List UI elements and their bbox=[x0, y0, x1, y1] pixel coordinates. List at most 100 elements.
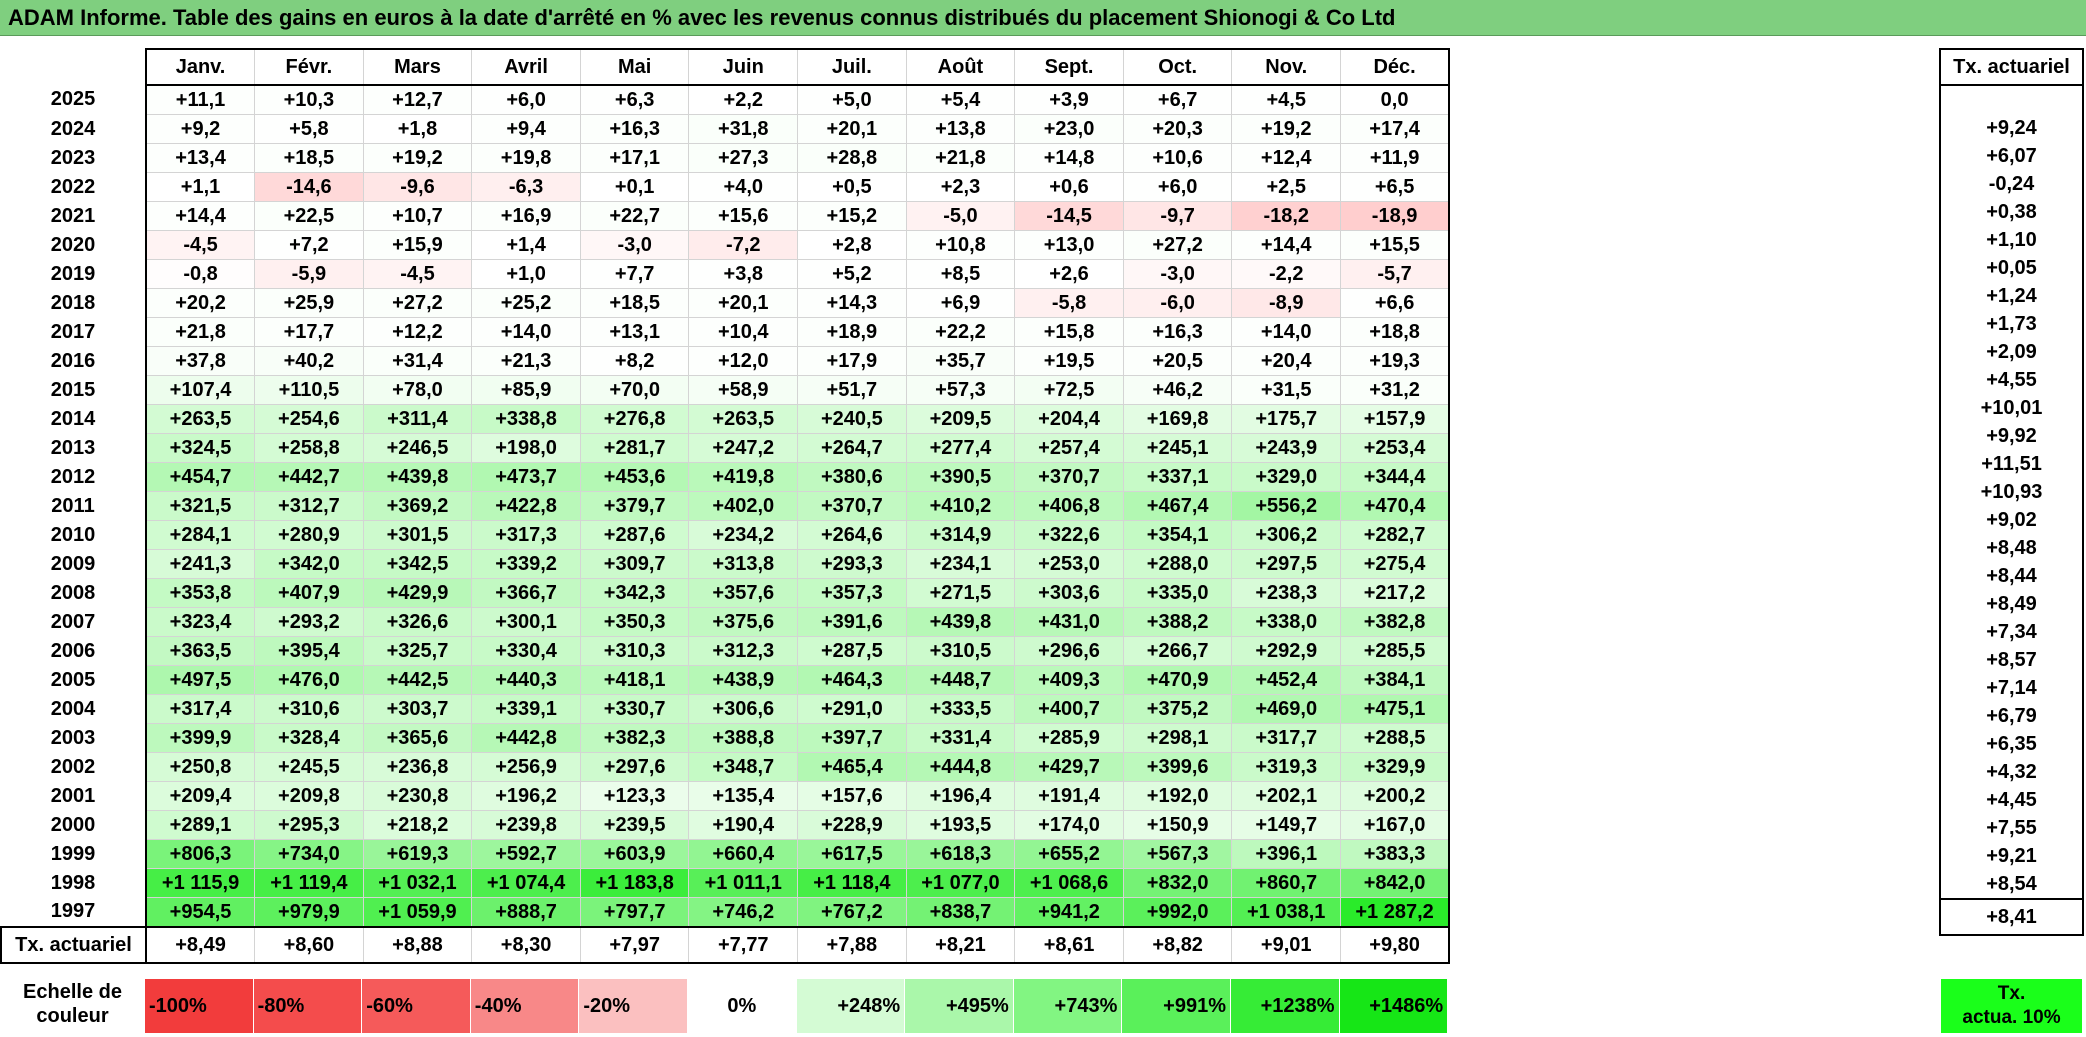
table-corner bbox=[1, 49, 147, 85]
gain-cell: +365,6 bbox=[362, 723, 473, 753]
gain-cell: +27,2 bbox=[362, 288, 473, 318]
overall-rate-cell: +8,41 bbox=[1939, 898, 2084, 936]
gain-cell: -6,3 bbox=[471, 172, 581, 202]
table-row: 2006 +363,5 +395,4 +325,7 +330,4 +310,3 +312,3… bbox=[1, 636, 1451, 666]
gain-cell: +292,9 bbox=[1231, 636, 1342, 666]
rate-row: +11,51 bbox=[1939, 450, 2084, 478]
gain-cell: +335,0 bbox=[1122, 578, 1233, 608]
gain-cell: +10,3 bbox=[254, 84, 364, 115]
gain-cell: +200,2 bbox=[1340, 781, 1451, 811]
gain-cell: +448,7 bbox=[905, 665, 1016, 695]
gain-cell: +618,3 bbox=[905, 839, 1016, 869]
gain-cell: +363,5 bbox=[145, 636, 256, 666]
gain-cell: +429,9 bbox=[362, 578, 473, 608]
gain-cell: +399,6 bbox=[1122, 752, 1233, 782]
gain-cell: +246,5 bbox=[362, 433, 473, 463]
rate-cell: +0,38 bbox=[1939, 198, 2084, 226]
table-row: 2019 -0,8 -5,9 -4,5 +1,0 +7,7 +3,8 +5,2 +8,5 +2,6… bbox=[1, 259, 1451, 289]
row-year: 2016 bbox=[1, 346, 147, 376]
gain-cell: +297,6 bbox=[579, 752, 690, 782]
month-header: Mai bbox=[579, 48, 690, 86]
gain-cell: +329,9 bbox=[1340, 752, 1451, 782]
gain-cell: +1 038,1 bbox=[1231, 897, 1342, 928]
gain-cell: +135,4 bbox=[688, 781, 799, 811]
footer-label: Tx. actuariel bbox=[0, 926, 147, 964]
gain-cell: +196,2 bbox=[471, 781, 581, 811]
color-scale-legend: Echelle de couleur -100% -80% -60% -40% -20%… bbox=[0, 975, 1908, 1033]
rate-row: +7,14 bbox=[1939, 674, 2084, 702]
rate-row: +10,01 bbox=[1939, 394, 2084, 422]
row-year: 2018 bbox=[1, 288, 147, 318]
gain-cell: +18,5 bbox=[579, 288, 690, 318]
gain-cell: +888,7 bbox=[471, 897, 581, 928]
row-year: 2013 bbox=[1, 433, 147, 463]
rate-table: Tx. actuariel +9,24 +6,07 -0,24 +0,38 +1,10 +0… bbox=[1939, 48, 2084, 936]
rate-row: +1,73 bbox=[1939, 310, 2084, 338]
gain-cell: +263,5 bbox=[688, 404, 799, 434]
gain-cell: +257,4 bbox=[1014, 433, 1124, 463]
gain-cell: +310,3 bbox=[579, 636, 690, 666]
gain-cell: +603,9 bbox=[579, 839, 690, 869]
rate-cell: +8,48 bbox=[1939, 534, 2084, 562]
gain-cell: +13,0 bbox=[1014, 230, 1124, 260]
gain-cell: +301,5 bbox=[362, 520, 473, 550]
table-row: 2025 +11,1 +10,3 +12,7 +6,0 +6,3 +2,2 +5,0 +5,4 +… bbox=[1, 84, 1451, 115]
gain-cell: +1 115,9 bbox=[145, 868, 256, 898]
table-row: 2013 +324,5 +258,8 +246,5 +198,0 +281,7 +247,2… bbox=[1, 433, 1451, 463]
gain-cell: +12,4 bbox=[1231, 143, 1342, 173]
gain-cell: +2,3 bbox=[905, 172, 1016, 202]
row-year: 2015 bbox=[1, 375, 147, 405]
month-header: Avril bbox=[471, 48, 581, 86]
rate-row: +6,07 bbox=[1939, 142, 2084, 170]
row-year: 1998 bbox=[1, 868, 147, 898]
gain-cell: +832,0 bbox=[1122, 868, 1233, 898]
gain-cell: +6,5 bbox=[1340, 172, 1451, 202]
gain-cell: +418,1 bbox=[579, 665, 690, 695]
gain-cell: +6,0 bbox=[471, 84, 581, 115]
table-row: 2017 +21,8 +17,7 +12,2 +14,0 +13,1 +10,4 +18,9 +… bbox=[1, 317, 1451, 347]
gain-cell: +8,5 bbox=[905, 259, 1016, 289]
gain-cell: +452,4 bbox=[1231, 665, 1342, 695]
gain-cell: -14,5 bbox=[1014, 201, 1124, 231]
gain-cell: +35,7 bbox=[905, 346, 1016, 376]
gain-cell: +439,8 bbox=[905, 607, 1016, 637]
rate-row: +8,49 bbox=[1939, 590, 2084, 618]
month-header: Janv. bbox=[145, 48, 256, 86]
color-scale-swatch: +495% bbox=[905, 979, 1013, 1033]
rate-row: +4,45 bbox=[1939, 786, 2084, 814]
gain-cell: +396,1 bbox=[1231, 839, 1342, 869]
gain-cell: +20,4 bbox=[1231, 346, 1342, 376]
gain-cell: +6,7 bbox=[1122, 84, 1233, 115]
gain-cell: +236,8 bbox=[362, 752, 473, 782]
gain-cell: +567,3 bbox=[1122, 839, 1233, 869]
month-header: Nov. bbox=[1231, 48, 1342, 86]
rate-cell: +6,07 bbox=[1939, 142, 2084, 170]
gain-cell: +276,8 bbox=[579, 404, 690, 434]
gain-cell: +326,6 bbox=[362, 607, 473, 637]
rate-row: +8,54 bbox=[1939, 870, 2084, 899]
gain-cell: +1 059,9 bbox=[362, 897, 473, 928]
gain-cell: +288,0 bbox=[1122, 549, 1233, 579]
rate-row bbox=[1939, 85, 2084, 114]
gain-cell: 0,0 bbox=[1340, 84, 1451, 115]
gain-cell: +338,0 bbox=[1231, 607, 1342, 637]
gain-cell: +10,6 bbox=[1122, 143, 1233, 173]
gain-cell: -9,6 bbox=[362, 172, 473, 202]
gain-cell: +19,5 bbox=[1014, 346, 1124, 376]
gain-cell: +0,1 bbox=[579, 172, 690, 202]
month-header: Juin bbox=[688, 48, 799, 86]
gain-cell: +339,2 bbox=[471, 549, 581, 579]
gain-cell: +442,8 bbox=[471, 723, 581, 753]
gain-cell: +9,2 bbox=[145, 114, 256, 144]
gain-cell: +429,7 bbox=[1014, 752, 1124, 782]
gain-cell: +323,4 bbox=[145, 607, 256, 637]
gain-cell: +14,0 bbox=[1231, 317, 1342, 347]
color-scale-swatch: -80% bbox=[253, 979, 362, 1033]
table-row: 1999 +806,3 +734,0 +619,3 +592,7 +603,9 +660,4… bbox=[1, 839, 1451, 869]
gain-cell: +157,9 bbox=[1340, 404, 1451, 434]
gain-cell: -0,8 bbox=[145, 259, 256, 289]
gain-cell: +409,3 bbox=[1014, 665, 1124, 695]
table-row: 1997 +954,5 +979,9 +1 059,9 +888,7 +797,7 +746… bbox=[1, 897, 1451, 928]
gain-cell: +2,6 bbox=[1014, 259, 1124, 289]
gain-cell: +475,1 bbox=[1340, 694, 1451, 724]
